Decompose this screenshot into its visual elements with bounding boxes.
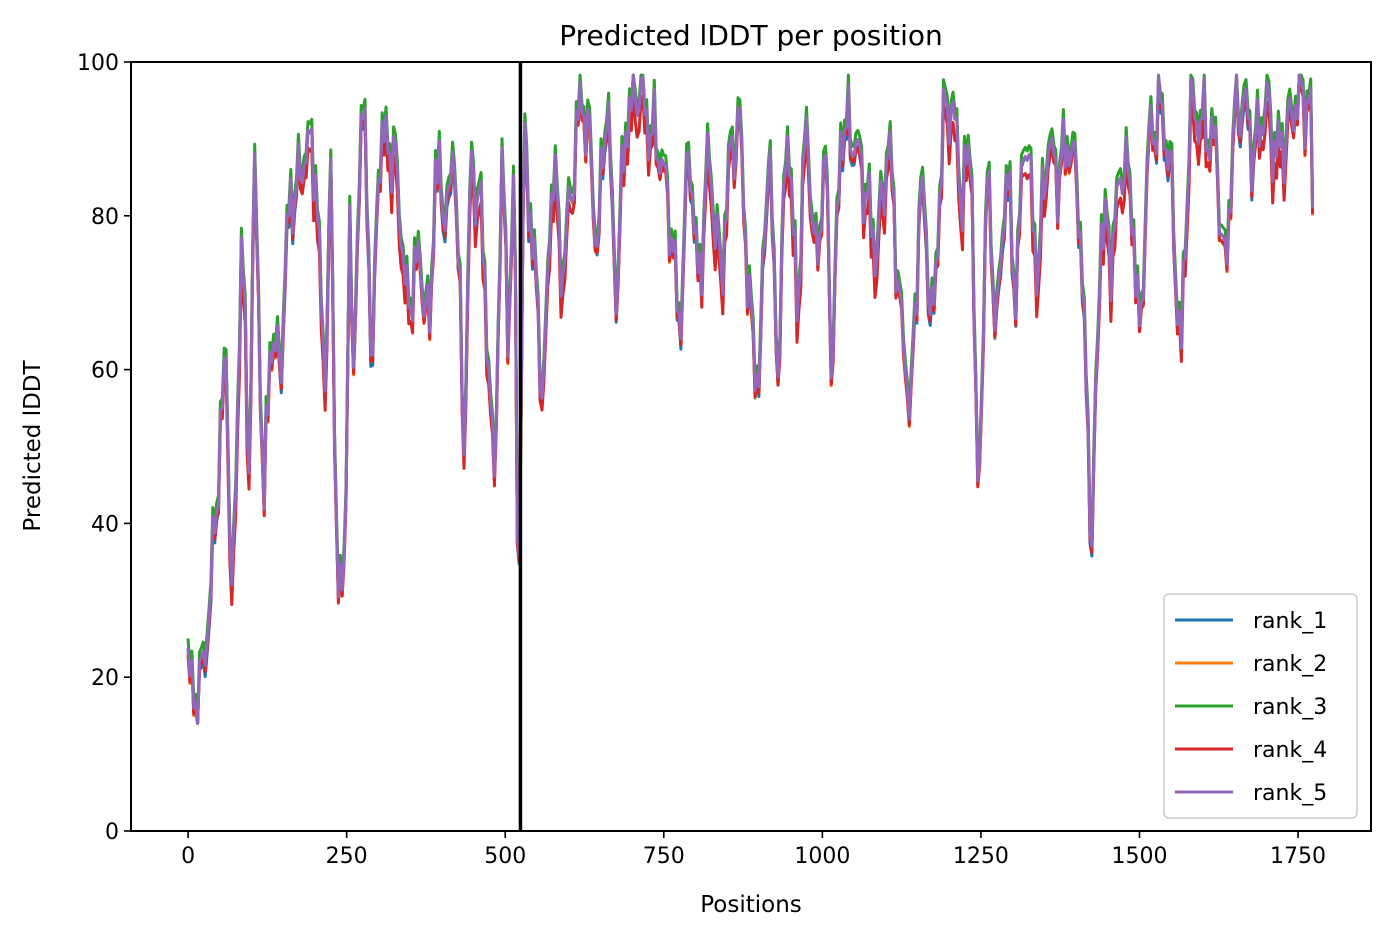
series-lines: [186, 73, 1315, 725]
x-tick-label: 1000: [794, 844, 850, 869]
x-tick-label: 750: [643, 844, 685, 869]
y-tick-label: 60: [91, 359, 119, 384]
legend-label-rank-1: rank_1: [1253, 609, 1327, 634]
x-tick-label: 1750: [1270, 844, 1326, 869]
x-tick-label: 500: [484, 844, 526, 869]
y-axis-ticks: 0 20 40 60 80 100: [77, 51, 131, 845]
y-axis-label: Predicted lDDT: [20, 359, 46, 531]
legend-label-rank-3: rank_3: [1253, 695, 1327, 720]
x-tick-label: 250: [326, 844, 368, 869]
legend: rank_1 rank_2 rank_3 rank_4 rank_5: [1163, 593, 1358, 819]
x-axis-ticks: 0 250 500 750 1000 1250 1500 1750: [181, 831, 1326, 869]
legend-box: [1163, 593, 1358, 819]
x-tick-label: 1500: [1111, 844, 1167, 869]
legend-label-rank-2: rank_2: [1253, 652, 1327, 677]
x-tick-label: 1250: [953, 844, 1009, 869]
legend-label-rank-4: rank_4: [1253, 738, 1327, 763]
y-tick-label: 80: [91, 205, 119, 230]
x-axis-label: Positions: [700, 892, 802, 918]
y-tick-label: 40: [91, 512, 119, 537]
plot-frame: [130, 61, 1372, 832]
legend-label-rank-5: rank_5: [1253, 781, 1327, 806]
y-tick-label: 20: [91, 666, 119, 691]
chart-title: Predicted lDDT per position: [559, 19, 943, 52]
series-line-rank-5: [186, 73, 1315, 725]
x-tick-label: 0: [181, 844, 195, 869]
y-tick-label: 0: [105, 820, 119, 845]
y-tick-label: 100: [77, 51, 119, 76]
